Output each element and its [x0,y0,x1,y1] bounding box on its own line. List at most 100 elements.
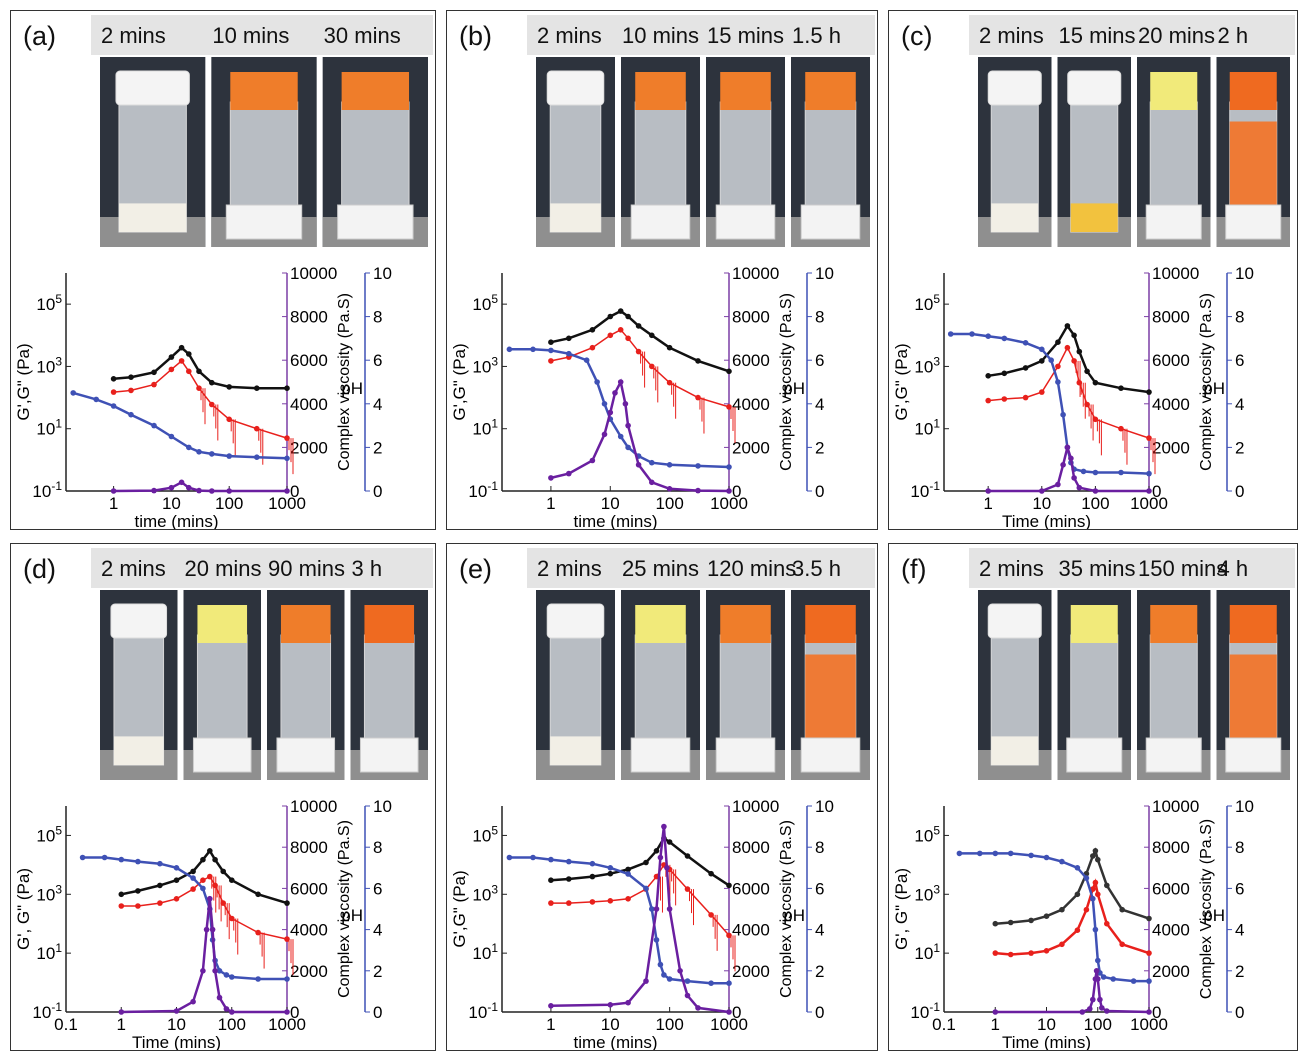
y-tick-label-ph: 6 [815,879,824,898]
data-point [151,487,157,494]
y-tick-label-ph: 10 [373,264,392,283]
y-tick-label-visc: 8000 [1152,838,1190,857]
x-tick-label: 100 [655,1015,683,1034]
series-line [509,348,730,469]
panel-label: (e) [459,554,492,584]
data-point [1064,323,1071,329]
data-point [1083,875,1090,881]
y-tick-label-left: 101 [914,417,940,439]
vial-cap [1067,70,1122,106]
y-tick-label-visc: 4000 [1152,921,1190,940]
y-tick-label-ph: 8 [1235,308,1244,327]
y-tick-label-left: 10-1 [32,479,62,501]
data-point [220,900,226,906]
x-tick-label: 100 [1084,1015,1112,1034]
data-point [128,374,134,381]
data-point [190,875,196,881]
data-point [1076,348,1083,355]
data-point [151,381,157,388]
data-point [284,936,290,942]
series-line [550,836,730,887]
data-point [992,850,999,857]
data-point [135,888,141,894]
data-point [1090,853,1096,859]
timepoint-label: 4 h [1217,556,1249,581]
data-point [625,999,631,1006]
y-tick-label-ph: 0 [373,482,382,501]
data-point [196,487,202,494]
y-tick-label-left: 10-1 [910,1000,940,1022]
data-point [1064,444,1071,451]
series-line [988,323,1150,394]
data-point [1100,974,1107,980]
vial-gel-band [1229,605,1277,643]
data-point [1093,968,1100,974]
panel-label: (c) [901,21,933,51]
data-point [653,848,660,854]
data-point [1092,848,1099,854]
y-tick-label-visc: 8000 [732,838,770,857]
data-point [992,950,999,956]
y-axis-label-left: G',G" (Pa) [14,343,33,420]
vial-gel-band [280,605,331,643]
data-point [607,313,614,320]
data-point [1087,1006,1093,1012]
panel-d: (d) 2 mins 20 mins 90 mins 3 h 0.1 1 10 100 1000 T… [10,543,436,1051]
x-tick-label: 10 [167,1015,186,1034]
data-point [255,929,261,936]
y-tick-label-visc: 2000 [732,962,770,981]
data-point [666,839,673,845]
data-point [625,871,631,877]
data-point [212,882,218,889]
data-point [1059,941,1065,948]
y-tick-label-ph: 10 [373,797,392,816]
x-tick-label: 1000 [710,1015,748,1034]
data-point [607,332,614,339]
timepoint-label: 35 mins [1058,556,1136,581]
data-point [612,390,618,396]
data-point [118,856,125,863]
data-point [625,422,631,429]
timepoint-strip [527,548,875,588]
panel-b: (b) 2 mins 10 mins 15 mins 1.5 h 1 10 100 1000 ti… [446,10,878,530]
data-point [157,882,163,889]
y-tick-label-visc: 4000 [732,395,770,414]
data-point [607,409,614,416]
data-point [1083,906,1090,913]
y-tick-label-left: 10-1 [468,1000,498,1022]
data-point [684,992,691,999]
data-point [607,865,614,871]
timepoint-strip [91,15,433,55]
data-point [726,404,732,410]
vial-gel-band [1150,605,1198,643]
data-point [1074,891,1081,898]
data-point [625,313,631,320]
vial-cap [546,70,605,106]
data-point [695,463,701,469]
series-line [550,328,730,408]
y-tick-label-visc: 2000 [290,438,328,457]
x-tick-label: 1 [983,494,992,513]
data-point [726,1009,732,1015]
x-tick-label: 100 [1081,494,1109,513]
y-tick-label-left: 101 [914,941,940,963]
y-tick-label-ph: 10 [1235,264,1254,283]
data-point [196,385,202,392]
data-point [726,980,732,986]
data-point [589,344,596,351]
data-point [1118,425,1124,432]
data-point [566,350,572,357]
vial-contents [550,736,601,765]
y-tick-label-left: 103 [914,354,940,376]
x-axis-label: Time (mins) [1002,512,1091,530]
vial-cap [1145,204,1202,240]
data-point [566,470,572,477]
data-point [1055,339,1061,346]
data-point [220,868,226,875]
vial-contents [118,203,187,232]
data-point [110,389,117,395]
y-tick-label-ph: 10 [1235,797,1254,816]
data-point [657,961,664,968]
